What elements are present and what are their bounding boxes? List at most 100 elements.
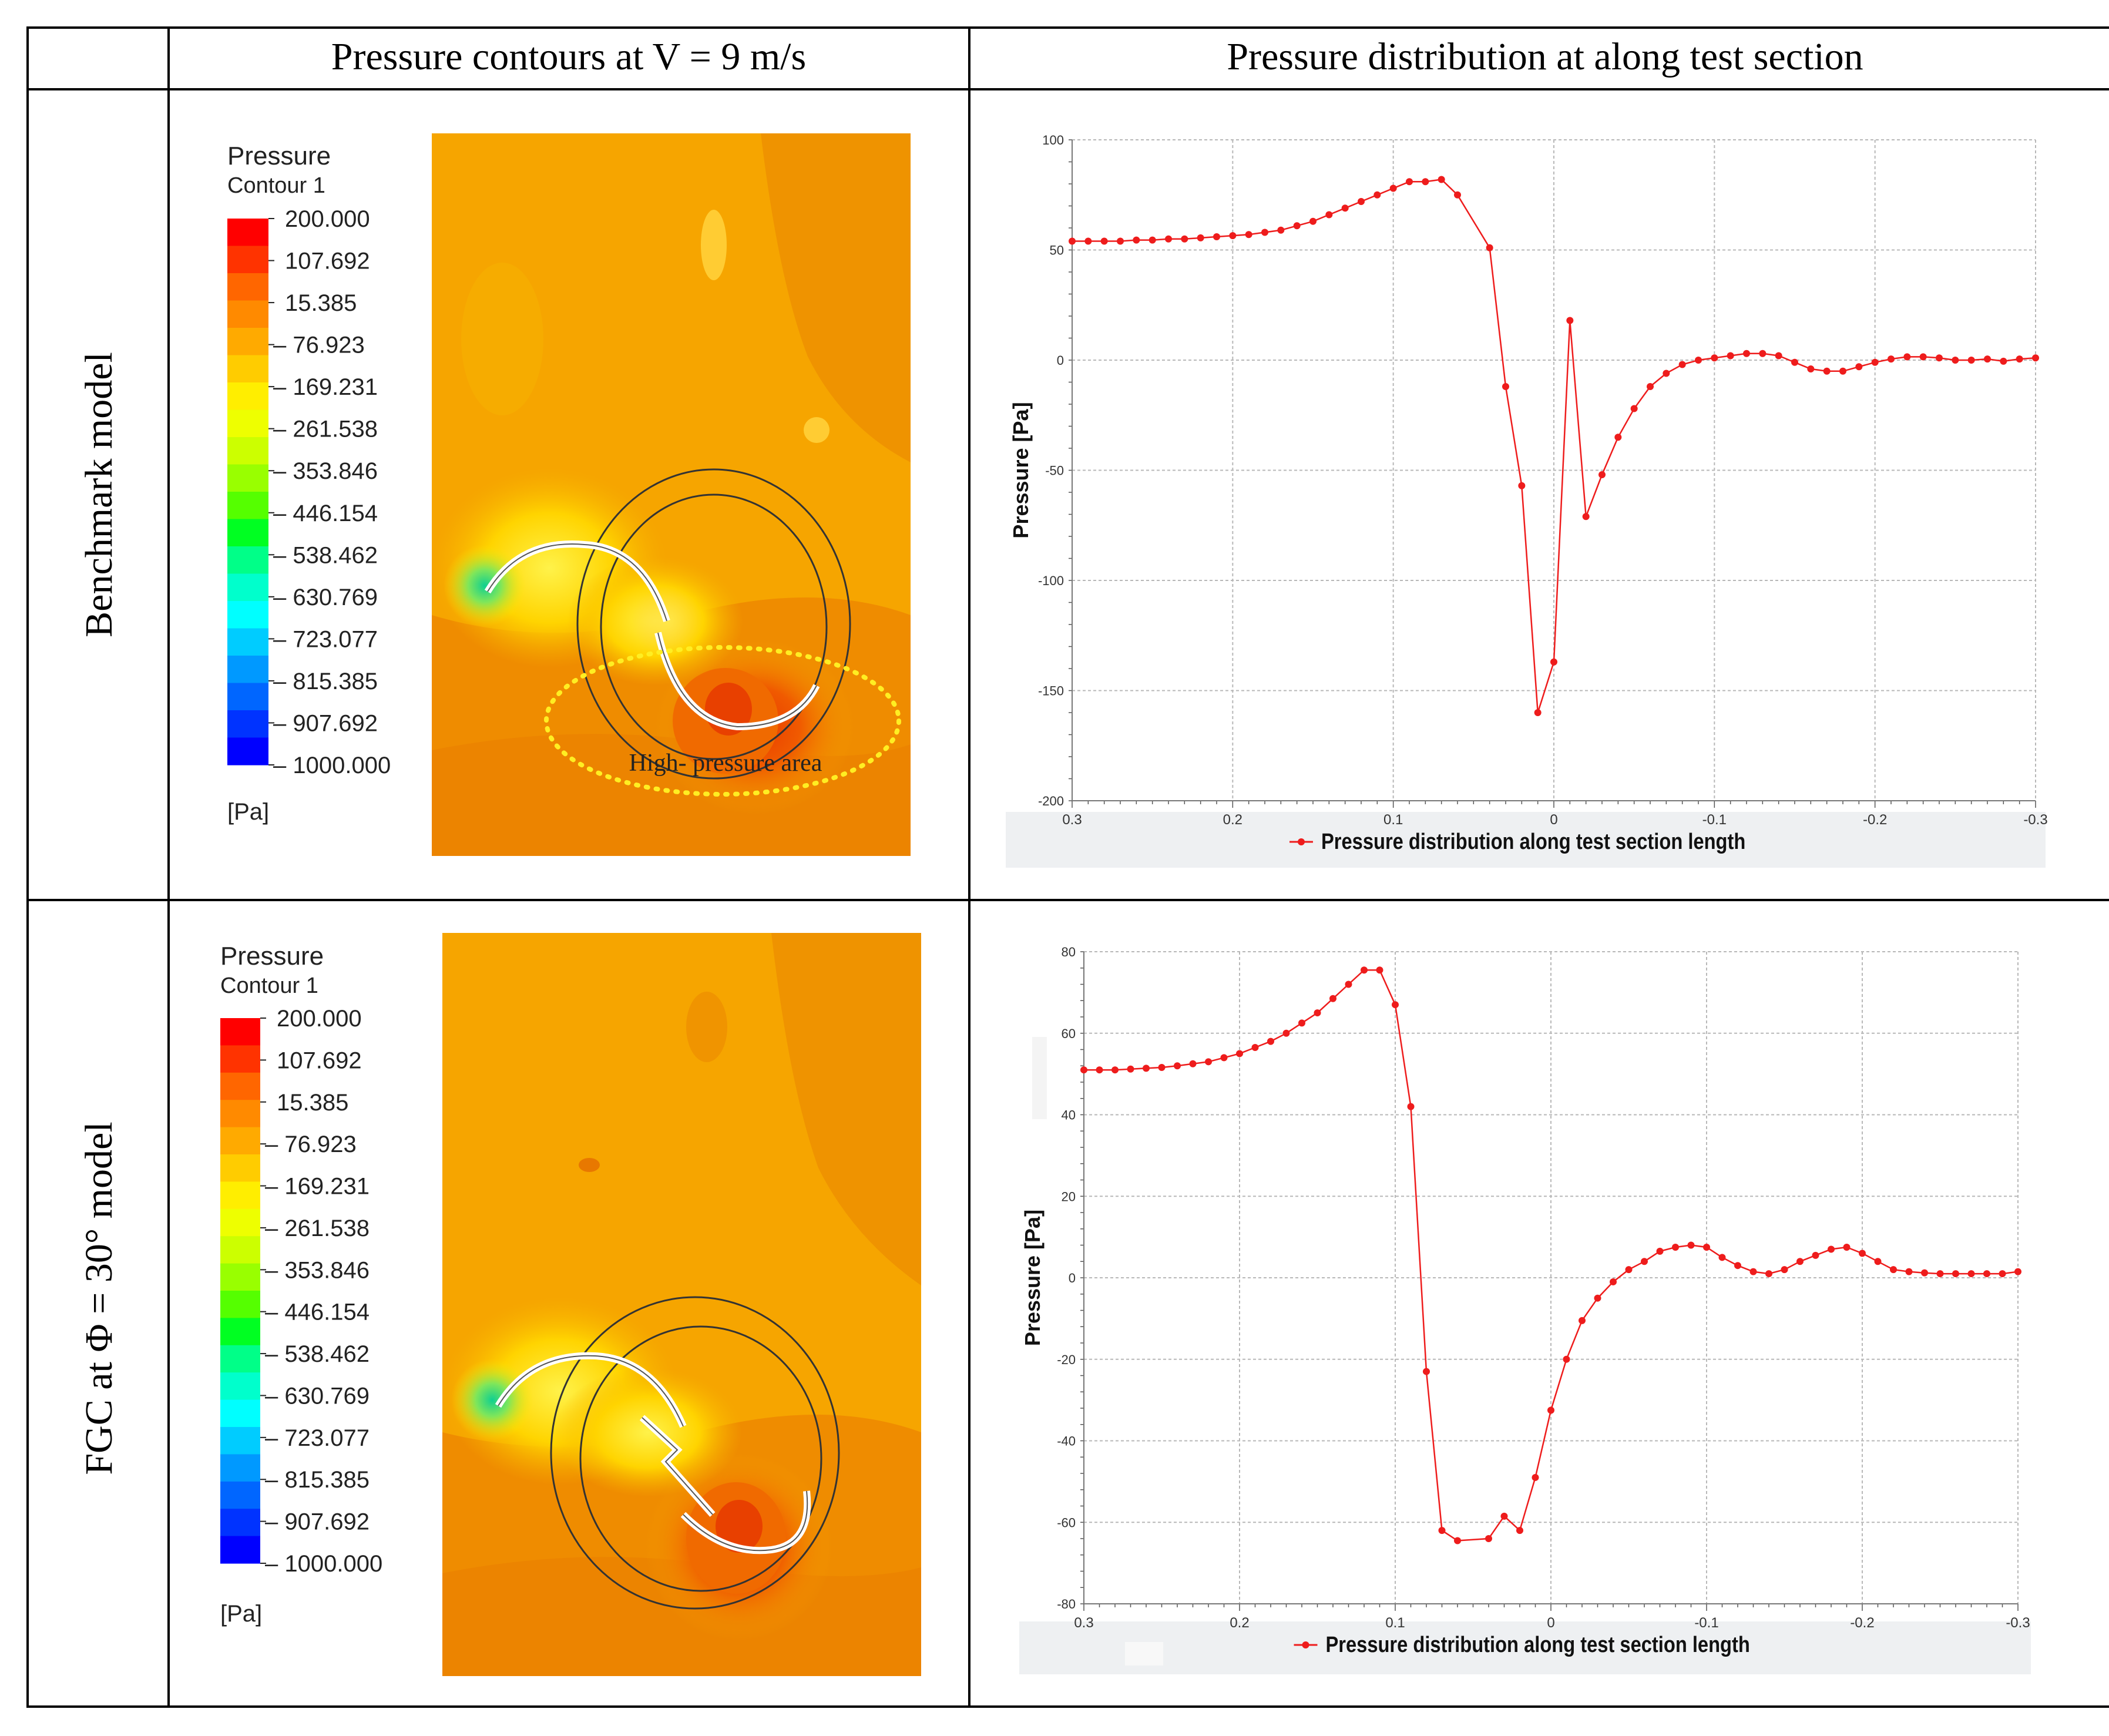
chart-background <box>1019 931 2031 1674</box>
data-point <box>1582 513 1590 521</box>
data-point <box>1703 1243 1710 1251</box>
data-point <box>1277 226 1285 234</box>
chart-footer <box>1019 1621 2031 1674</box>
data-point <box>1936 354 1943 362</box>
contour-subtitle: Contour 1 <box>227 173 325 198</box>
y-tick-label: 50 <box>1050 243 1064 258</box>
colorbar-label: – 1000.000 <box>265 1551 382 1577</box>
data-point <box>1921 1269 1928 1277</box>
data-point <box>1373 191 1381 199</box>
colorbar-segment <box>227 409 268 438</box>
data-point <box>1392 1001 1399 1009</box>
colorbar-segment <box>227 492 268 520</box>
data-point <box>1775 352 1782 360</box>
data-point <box>1952 357 1959 364</box>
colorbar-segment <box>227 628 268 656</box>
colorbar-segment <box>220 1100 260 1128</box>
data-point <box>1630 405 1638 412</box>
colorbar-segment <box>220 1509 260 1537</box>
data-point <box>1345 981 1352 988</box>
x-tick-label: -0.2 <box>1850 1615 1874 1631</box>
chart-benchmark: 0.3 0.2 0.1 0 -0.1 -0.2 -0.3 100 50 0 -50 -100 -150 -… <box>1006 126 2048 868</box>
y-tick-label: 60 <box>1062 1026 1076 1041</box>
data-point <box>1871 358 1879 366</box>
legend-marker <box>1298 838 1305 845</box>
colorbar-label: – 630.769 <box>265 1383 370 1409</box>
colorbar-segment <box>220 1454 260 1482</box>
data-point <box>1117 237 1124 245</box>
colorbar-segment <box>220 1318 260 1346</box>
data-point <box>1765 1270 1772 1278</box>
data-point <box>1614 434 1622 441</box>
colorbar-segment <box>227 683 268 711</box>
contour-unit: [Pa] <box>227 799 269 825</box>
header-col1: Pressure contours at V = 9 m/s <box>331 35 806 78</box>
colorbar-segment <box>227 328 268 356</box>
data-point <box>1245 231 1252 239</box>
contour-panel-fgc: Pressure Contour 1 200.000 107.692 15.385 –… <box>220 933 921 1676</box>
colorbar-label: 15.385 <box>277 1090 348 1116</box>
data-point <box>1967 357 1975 364</box>
data-point <box>1423 1368 1430 1375</box>
colorbar-segment <box>220 1208 260 1237</box>
colorbar-label: – 76.923 <box>265 1131 357 1157</box>
colorbar-segment <box>227 519 268 547</box>
colorbar-segment <box>220 1263 260 1291</box>
data-point <box>1598 471 1606 478</box>
x-tick-label: 0.2 <box>1223 812 1242 828</box>
colorbar-label: – 538.462 <box>265 1341 370 1367</box>
data-point <box>1647 383 1654 390</box>
colorbar-segment <box>220 1154 260 1182</box>
data-point <box>1749 1268 1757 1275</box>
data-point <box>1422 178 1429 186</box>
colorbar-segment <box>220 1399 260 1428</box>
colorbar-label: – 446.154 <box>273 501 378 526</box>
data-point <box>1550 658 1557 666</box>
data-point <box>1952 1270 1959 1278</box>
data-point <box>1532 1473 1539 1481</box>
chart-background <box>1006 126 2046 868</box>
data-point <box>1534 709 1542 716</box>
data-point <box>1919 353 1927 361</box>
y-tick-label: 0 <box>1069 1271 1076 1285</box>
data-point <box>1189 1060 1197 1067</box>
colorbar-segment <box>220 1127 260 1155</box>
data-point <box>1486 244 1493 251</box>
colorbar-label: – 723.077 <box>273 626 378 652</box>
colorbar-label: – 76.923 <box>273 333 365 358</box>
x-tick-label: 0.3 <box>1062 812 1082 828</box>
x-tick-label: -0.3 <box>2006 1615 2030 1631</box>
colorbar-segment <box>220 1481 260 1509</box>
data-point <box>1084 237 1092 245</box>
contour-image <box>442 933 921 1676</box>
data-point <box>1743 350 1750 357</box>
colorbar-segment <box>227 656 268 684</box>
data-point <box>2000 357 2007 365</box>
data-point <box>1181 235 1188 243</box>
colorbar-segment <box>220 1045 260 1073</box>
x-tick-label: 0.1 <box>1385 1615 1405 1631</box>
data-point <box>1358 198 1365 205</box>
x-tick-label: -0.1 <box>1702 812 1727 828</box>
data-point <box>1903 353 1911 361</box>
data-point <box>1888 355 1895 363</box>
colorbar-segment <box>227 737 268 765</box>
colorbar-segment <box>227 464 268 492</box>
colorbar-segment <box>220 1345 260 1373</box>
colorbar-segment <box>227 246 268 274</box>
chart-fgc: 0.3 0.2 0.1 0 -0.1 -0.2 -0.3 80 60 40 20 0 -20 -40 -60… <box>1019 931 2031 1674</box>
colorbar-label: – 815.385 <box>265 1467 370 1493</box>
data-point <box>1197 234 1204 241</box>
colorbar-segment <box>220 1372 260 1401</box>
data-point <box>1672 1243 1679 1251</box>
contour-subtitle: Contour 1 <box>220 973 318 998</box>
data-point <box>1293 222 1301 230</box>
y-tick-label: -100 <box>1038 573 1064 588</box>
colorbar-label: 200.000 <box>277 1006 362 1032</box>
data-point <box>1251 1044 1259 1052</box>
contour-image: High- pressure area <box>432 133 911 856</box>
colorbar-segment <box>227 546 268 575</box>
colorbar-label: – 907.692 <box>273 710 378 736</box>
chart-mask <box>1125 1642 1163 1666</box>
